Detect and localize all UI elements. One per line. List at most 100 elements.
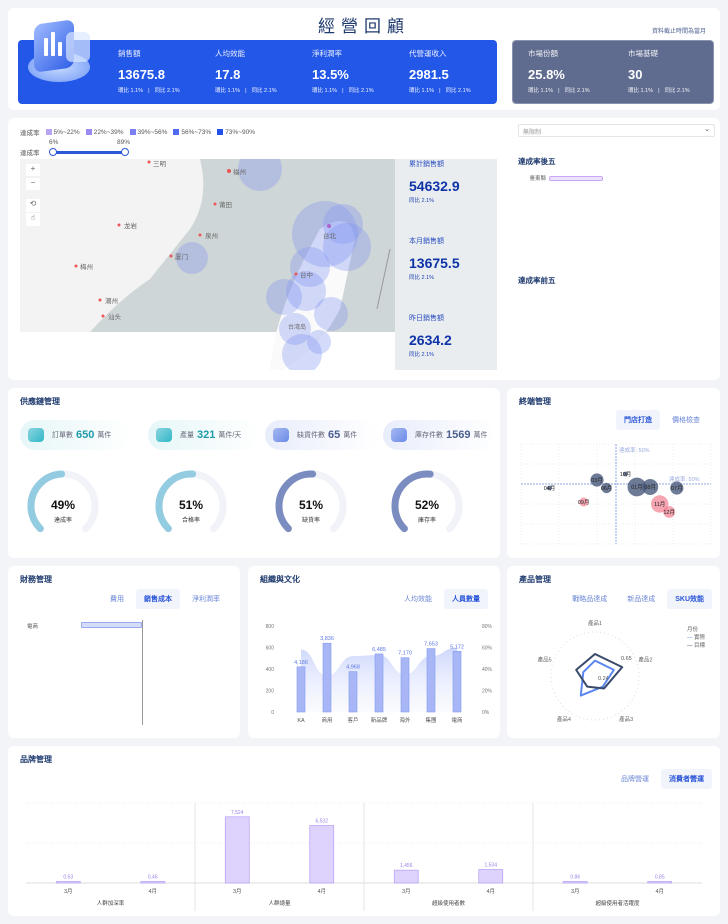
bar[interactable] — [224, 816, 250, 884]
bar[interactable] — [393, 869, 419, 884]
legend-label: 22%~39% — [93, 128, 124, 136]
kpi-yoy: 同比 2.1% — [664, 88, 690, 94]
bubble[interactable] — [238, 159, 282, 191]
bar[interactable] — [140, 881, 166, 884]
section-title: 財務管理 — [20, 575, 52, 584]
legend-item[interactable]: 22%~39% — [85, 128, 124, 136]
tab[interactable]: 費用 — [110, 596, 124, 603]
radar-value-label: 0.65 — [621, 656, 632, 662]
map-pointer-icon[interactable]: ☝ — [26, 213, 40, 226]
map-zoom-out-button[interactable]: − — [26, 178, 40, 190]
bubble[interactable] — [290, 247, 330, 287]
bubble[interactable] — [266, 279, 302, 315]
kpi: 銷售額 13675.8 環比 1.1% | 同比 2.1% — [118, 48, 185, 94]
x-tick: 新品牌 — [371, 716, 388, 724]
bar[interactable] — [309, 825, 335, 884]
city-label: 三明 — [153, 160, 167, 168]
legend-item[interactable]: 73%~90% — [217, 128, 255, 136]
group-label: 超級使用者數 — [432, 899, 466, 907]
bar[interactable] — [478, 869, 504, 884]
scatter-point[interactable] — [623, 471, 628, 477]
mail-box-icon — [391, 428, 407, 442]
bar[interactable] — [348, 671, 358, 713]
kpi-label: 市場基礎 — [628, 49, 658, 58]
x-tick: 4月 — [486, 888, 495, 895]
legend-item[interactable]: 39%~56% — [129, 128, 168, 136]
region-select[interactable]: 無限制 ⌄ — [518, 124, 715, 137]
legend-swatch — [173, 128, 180, 135]
tab[interactable]: 人員數量 — [444, 589, 488, 609]
bubble[interactable] — [292, 201, 358, 267]
point-label: 10月 — [620, 471, 632, 478]
map-zoom-in-button[interactable]: + — [26, 164, 40, 176]
legend-item[interactable]: 56%~73% — [173, 128, 211, 136]
stat-value: 65 — [328, 429, 341, 441]
data-cutoff-note: 資料截止時間為當月 — [651, 29, 706, 35]
slider-min-handle[interactable] — [49, 148, 57, 156]
tab[interactable]: 戰略品達成 — [572, 596, 608, 603]
bubble[interactable] — [314, 297, 348, 331]
radar-series[interactable] — [579, 659, 615, 697]
product-card: 產品管理 戰略品達成 新品達成 SKU效能 產品1 產品2 產品3 產品4 產品5 0.65 0… — [507, 566, 720, 738]
bubble[interactable] — [279, 313, 311, 345]
bar[interactable] — [400, 657, 410, 713]
tab[interactable]: 品牌營運 — [621, 776, 649, 783]
scatter-point[interactable] — [670, 481, 684, 495]
bar[interactable] — [426, 648, 436, 713]
kpi: 代營運收入 2981.5 環比 1.1% | 同比 2.1% — [409, 48, 476, 94]
bar[interactable] — [374, 653, 384, 713]
x-tick: 4月 — [148, 888, 157, 895]
scatter-point[interactable] — [579, 497, 589, 507]
bar-label: 6,485 — [372, 647, 386, 653]
tab[interactable]: 銷售成本 — [136, 589, 180, 609]
gauge-label: 缺貨率 — [301, 518, 320, 524]
scatter-point[interactable] — [547, 485, 552, 491]
tab[interactable]: SKU效能 — [667, 589, 712, 609]
tab[interactable]: 人均效能 — [404, 596, 432, 603]
top5-title: 達成率前五 — [518, 276, 556, 285]
bubble[interactable] — [176, 242, 208, 274]
radar-series[interactable] — [575, 653, 624, 690]
org-culture-card: 組織與文化 人均效能 人員數量 0 0% 200 20% 400 40% 600 60% 800 8… — [248, 566, 500, 738]
bubble[interactable] — [286, 271, 326, 311]
kpi-value: 30 — [628, 67, 643, 82]
bar[interactable] — [322, 642, 332, 713]
tab[interactable]: 價格檢查 — [672, 417, 700, 424]
tab[interactable]: 淨利潤率 — [192, 596, 220, 603]
scatter-point[interactable] — [651, 495, 669, 513]
legend-label: 39%~56% — [137, 128, 168, 136]
bar[interactable] — [55, 881, 81, 884]
map-reset-icon[interactable]: ⟲ — [26, 199, 40, 212]
legend-item[interactable]: — 實際 — [687, 635, 706, 641]
slider-max-handle[interactable] — [121, 148, 129, 156]
bar[interactable] — [296, 666, 306, 713]
bubble[interactable] — [282, 334, 322, 370]
kpi-label: 銷售額 — [118, 49, 141, 58]
bar[interactable] — [452, 650, 462, 713]
legend-item[interactable]: — 目標 — [687, 643, 706, 649]
mail-box-icon — [28, 428, 44, 442]
rank-row[interactable]: 臺東縣 — [518, 170, 708, 186]
scatter-point[interactable] — [642, 479, 659, 495]
tab[interactable]: 消費者營運 — [661, 769, 712, 789]
bubble[interactable] — [323, 204, 363, 244]
tab[interactable]: 新品達成 — [627, 596, 656, 603]
map-view[interactable]: 三明 福州 莆田 龙岩 泉州 厦门 梅州 潮州 汕头 台北 台中 台湾岛 + −… — [20, 159, 497, 370]
scatter-point[interactable] — [627, 477, 647, 497]
city-label: 潮州 — [105, 296, 118, 305]
bubble[interactable] — [323, 223, 371, 271]
scatter-point[interactable] — [663, 506, 676, 518]
legend-label: 實際 — [694, 635, 706, 641]
scatter-point[interactable] — [590, 473, 604, 487]
radar-legend: 月份 — 實際 — 目標 — [687, 626, 705, 650]
legend-swatch — [129, 128, 136, 135]
x-tick: 4月 — [655, 888, 664, 895]
legend-item[interactable]: 5%~22% — [45, 128, 80, 136]
bubble[interactable] — [307, 330, 331, 354]
bar[interactable] — [647, 881, 673, 884]
bar[interactable] — [562, 881, 588, 884]
x-tick: 3月 — [64, 888, 73, 895]
scatter-point[interactable] — [601, 482, 612, 494]
left-bar[interactable] — [81, 622, 142, 628]
tab[interactable]: 門店打造 — [616, 410, 660, 430]
